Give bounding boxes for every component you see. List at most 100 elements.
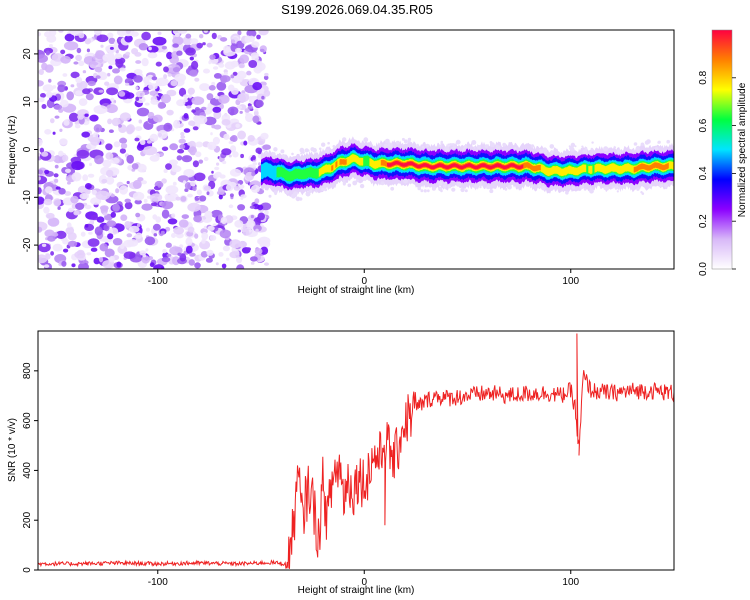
noise-blob bbox=[161, 178, 167, 184]
noise-blob bbox=[223, 72, 228, 75]
spectrogram-ridge bbox=[261, 136, 674, 202]
noise-blob bbox=[255, 99, 264, 108]
ridge-speck bbox=[273, 190, 278, 195]
noise-blob bbox=[259, 48, 265, 53]
noise-blob bbox=[226, 257, 230, 261]
noise-blob bbox=[229, 193, 234, 198]
noise-blob bbox=[257, 150, 262, 155]
snr-plot-area bbox=[38, 331, 674, 570]
noise-blob bbox=[215, 95, 220, 100]
noise-blob bbox=[188, 120, 196, 126]
noise-blob bbox=[151, 76, 158, 81]
noise-blob bbox=[153, 233, 158, 237]
ridge-speck bbox=[581, 145, 584, 148]
noise-blob bbox=[139, 250, 147, 256]
noise-blob bbox=[70, 71, 80, 79]
noise-blob bbox=[218, 194, 223, 200]
noise-blob bbox=[261, 95, 265, 100]
ridge-speck bbox=[378, 143, 382, 146]
noise-blob bbox=[71, 160, 84, 171]
noise-blob bbox=[222, 245, 230, 252]
noise-blob bbox=[232, 71, 238, 76]
noise-blob bbox=[190, 38, 199, 45]
noise-blob bbox=[214, 171, 222, 178]
noise-blob bbox=[251, 155, 256, 161]
noise-blob bbox=[244, 108, 250, 113]
ridge-speck bbox=[654, 146, 659, 152]
noise-blob bbox=[124, 221, 132, 228]
ridge-speck bbox=[611, 186, 614, 189]
noise-blob bbox=[207, 225, 215, 231]
noise-blob bbox=[112, 203, 120, 212]
noise-blob bbox=[218, 63, 225, 68]
noise-blob bbox=[234, 220, 244, 228]
noise-blob bbox=[67, 181, 71, 185]
colorbar-tick-label: 0.8 bbox=[698, 70, 709, 84]
noise-blob bbox=[149, 133, 159, 142]
ridge-speck bbox=[380, 181, 385, 186]
noise-blob bbox=[238, 63, 246, 69]
noise-blob bbox=[115, 188, 120, 194]
noise-blob bbox=[157, 101, 166, 109]
colorbar-gradient bbox=[711, 29, 733, 270]
ridge-speck bbox=[321, 187, 325, 192]
noise-blob bbox=[38, 226, 43, 233]
ridge-speck bbox=[664, 186, 668, 190]
noise-blob bbox=[63, 119, 70, 126]
ridge-speck bbox=[403, 178, 408, 184]
noise-blob bbox=[155, 216, 161, 223]
noise-blob bbox=[84, 113, 89, 117]
noise-blob bbox=[172, 36, 184, 46]
noise-blob bbox=[71, 172, 82, 182]
snr-frame bbox=[37, 330, 675, 571]
noise-blob bbox=[147, 52, 158, 59]
noise-blob bbox=[183, 94, 189, 98]
noise-blob bbox=[245, 247, 252, 251]
ridge-speck bbox=[589, 188, 594, 194]
noise-blob bbox=[106, 87, 119, 96]
ridge-speck bbox=[590, 147, 594, 151]
noise-blob bbox=[90, 214, 99, 221]
noise-blob bbox=[260, 132, 269, 140]
noise-blob bbox=[78, 262, 89, 269]
noise-blob bbox=[190, 180, 196, 187]
ridge-speck bbox=[321, 142, 326, 147]
noise-blob bbox=[192, 186, 197, 192]
noise-blob bbox=[74, 124, 81, 129]
noise-blob bbox=[94, 30, 102, 36]
ridge-speck bbox=[464, 189, 468, 193]
noise-blob bbox=[203, 156, 209, 162]
ridge-speck bbox=[426, 189, 430, 193]
y-tick-label: 0 bbox=[22, 567, 33, 573]
noise-blob bbox=[257, 204, 264, 211]
noise-blob bbox=[187, 142, 192, 146]
ridge-speck bbox=[417, 186, 422, 191]
noise-blob bbox=[135, 212, 141, 218]
noise-blob bbox=[76, 47, 82, 54]
noise-blob bbox=[206, 93, 214, 101]
noise-blob bbox=[78, 60, 85, 67]
x-tick-label: 100 bbox=[562, 577, 579, 588]
noise-blob bbox=[38, 186, 42, 195]
colorbar-label: Normalized spectral amplitude bbox=[737, 82, 748, 217]
noise-blob bbox=[252, 115, 260, 124]
ridge-speck bbox=[571, 186, 576, 190]
snr-panel: -100 0 100 0 200 400 600 800 Height of straigh… bbox=[7, 330, 675, 596]
noise-blob bbox=[126, 180, 130, 185]
noise-blob bbox=[198, 159, 204, 164]
noise-blob bbox=[47, 235, 56, 242]
noise-blob bbox=[196, 189, 202, 196]
ridge-speck bbox=[431, 186, 436, 191]
noise-blob bbox=[253, 110, 259, 117]
noise-blob bbox=[44, 169, 50, 175]
noise-blob bbox=[86, 252, 92, 256]
noise-blob bbox=[184, 182, 192, 190]
noise-blob bbox=[113, 141, 121, 148]
noise-blob bbox=[116, 261, 122, 268]
noise-blob bbox=[94, 226, 103, 236]
noise-blob bbox=[141, 203, 153, 211]
noise-blob bbox=[94, 66, 103, 73]
noise-blob bbox=[119, 67, 126, 72]
noise-blob bbox=[120, 214, 128, 221]
noise-blob bbox=[66, 91, 74, 101]
